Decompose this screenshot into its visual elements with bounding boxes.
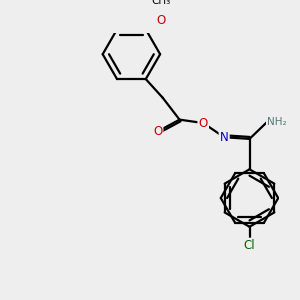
Text: Cl: Cl [244, 239, 255, 252]
Text: O: O [153, 125, 162, 138]
Text: CH₃: CH₃ [151, 0, 171, 6]
Text: N: N [220, 131, 229, 144]
Text: O: O [156, 14, 166, 27]
Text: O: O [199, 116, 208, 130]
Text: NH₂: NH₂ [267, 117, 287, 127]
